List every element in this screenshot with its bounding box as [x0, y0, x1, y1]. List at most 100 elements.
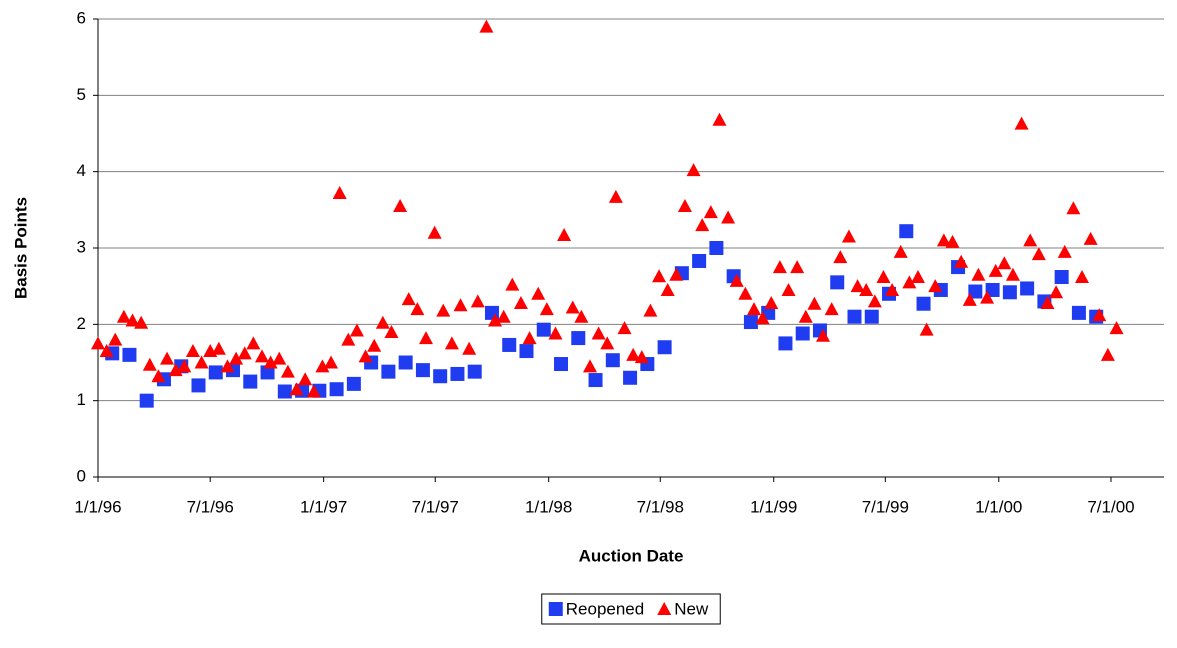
square-marker: [743, 315, 758, 330]
square-marker: [415, 363, 430, 378]
square-marker: [433, 369, 448, 384]
triangle-marker: [324, 355, 339, 369]
triangle-marker: [1005, 267, 1020, 281]
square-marker: [398, 355, 413, 370]
triangle-marker: [470, 294, 485, 308]
square-marker: [519, 344, 534, 359]
triangle-marker: [988, 263, 1003, 277]
triangle-marker: [289, 382, 304, 396]
triangle-marker: [522, 331, 537, 345]
square-marker: [139, 393, 154, 408]
legend-label: Reopened: [566, 599, 644, 618]
triangle-marker: [755, 311, 770, 325]
square-marker: [1020, 281, 1035, 296]
square-marker: [692, 253, 707, 268]
triangle-marker: [626, 347, 641, 361]
triangle-marker: [928, 279, 943, 293]
x-tick-label: 7/1/98: [637, 497, 684, 516]
triangle-marker: [954, 254, 969, 268]
triangle-marker: [677, 199, 692, 213]
triangle-marker: [229, 351, 244, 365]
triangle-marker: [660, 282, 675, 296]
triangle-marker: [781, 282, 796, 296]
y-tick-label: 1: [77, 390, 86, 409]
triangle-marker: [729, 273, 744, 287]
triangle-marker: [427, 225, 442, 239]
triangle-marker: [945, 234, 960, 248]
square-marker: [864, 309, 879, 324]
triangle-marker: [1023, 233, 1038, 247]
triangle-marker: [747, 302, 761, 316]
square-marker: [381, 364, 396, 379]
triangle-marker: [634, 350, 649, 364]
triangle-marker: [600, 336, 615, 350]
triangle-marker: [539, 302, 554, 316]
triangle-marker: [686, 163, 701, 177]
triangle-marker: [971, 267, 986, 281]
triangle-marker: [246, 336, 261, 350]
triangle-marker: [531, 286, 546, 300]
triangle-marker: [453, 298, 468, 312]
triangle-marker: [393, 199, 408, 213]
triangle-marker: [375, 315, 390, 329]
triangle-marker: [919, 322, 934, 336]
triangle-marker: [997, 256, 1012, 270]
triangle-marker: [790, 260, 805, 274]
x-tick-label: 7/1/97: [412, 497, 459, 516]
triangle-marker: [816, 328, 831, 342]
triangle-marker: [280, 364, 295, 378]
triangle-marker: [142, 357, 157, 371]
triangle-marker: [1057, 244, 1072, 258]
square-marker: [985, 282, 1000, 297]
y-axis-title: Basis Points: [11, 197, 30, 299]
triangle-marker: [160, 351, 175, 365]
triangle-marker: [712, 112, 727, 126]
triangle-marker: [669, 267, 684, 281]
triangle-marker: [1031, 247, 1046, 261]
x-tick-label: 7/1/99: [862, 497, 909, 516]
square-marker: [554, 357, 569, 372]
triangle-marker: [798, 309, 813, 323]
square-marker: [208, 365, 223, 380]
triangle-marker: [91, 336, 105, 350]
triangle-marker: [548, 326, 563, 340]
triangle-marker: [608, 189, 623, 203]
triangle-marker: [1040, 295, 1055, 309]
x-tick-label: 1/1/96: [74, 497, 121, 516]
triangle-marker: [557, 228, 572, 242]
triangle-marker: [410, 302, 425, 316]
triangle-marker: [1049, 285, 1064, 299]
triangle-marker: [738, 286, 753, 300]
triangle-marker: [657, 602, 672, 615]
triangle-marker: [358, 349, 373, 363]
triangle-marker: [643, 303, 658, 317]
triangle-marker: [384, 324, 399, 338]
y-tick-label: 0: [77, 466, 86, 485]
square-marker: [795, 326, 810, 341]
triangle-marker: [125, 313, 140, 327]
legend: Reopened New: [541, 593, 721, 625]
triangle-marker: [824, 302, 839, 316]
triangle-marker: [134, 315, 149, 329]
triangle-marker: [332, 186, 347, 200]
triangle-marker: [1100, 347, 1115, 361]
triangle-marker: [902, 275, 917, 289]
triangle-marker: [419, 331, 433, 345]
square-marker: [847, 309, 862, 324]
square-marker: [830, 275, 845, 290]
square-marker: [260, 365, 275, 380]
square-marker: [1002, 285, 1017, 300]
triangle-marker: [962, 292, 977, 306]
triangle-marker: [721, 210, 736, 224]
square-marker: [450, 366, 465, 381]
triangle-marker: [1014, 116, 1029, 130]
triangle-marker: [496, 309, 511, 323]
triangle-marker: [1092, 308, 1107, 322]
y-tick-label: 6: [77, 8, 86, 27]
series: [91, 19, 1124, 398]
x-tick-label: 1/1/99: [750, 497, 797, 516]
square-marker: [657, 340, 672, 355]
triangle-marker: [177, 359, 192, 373]
